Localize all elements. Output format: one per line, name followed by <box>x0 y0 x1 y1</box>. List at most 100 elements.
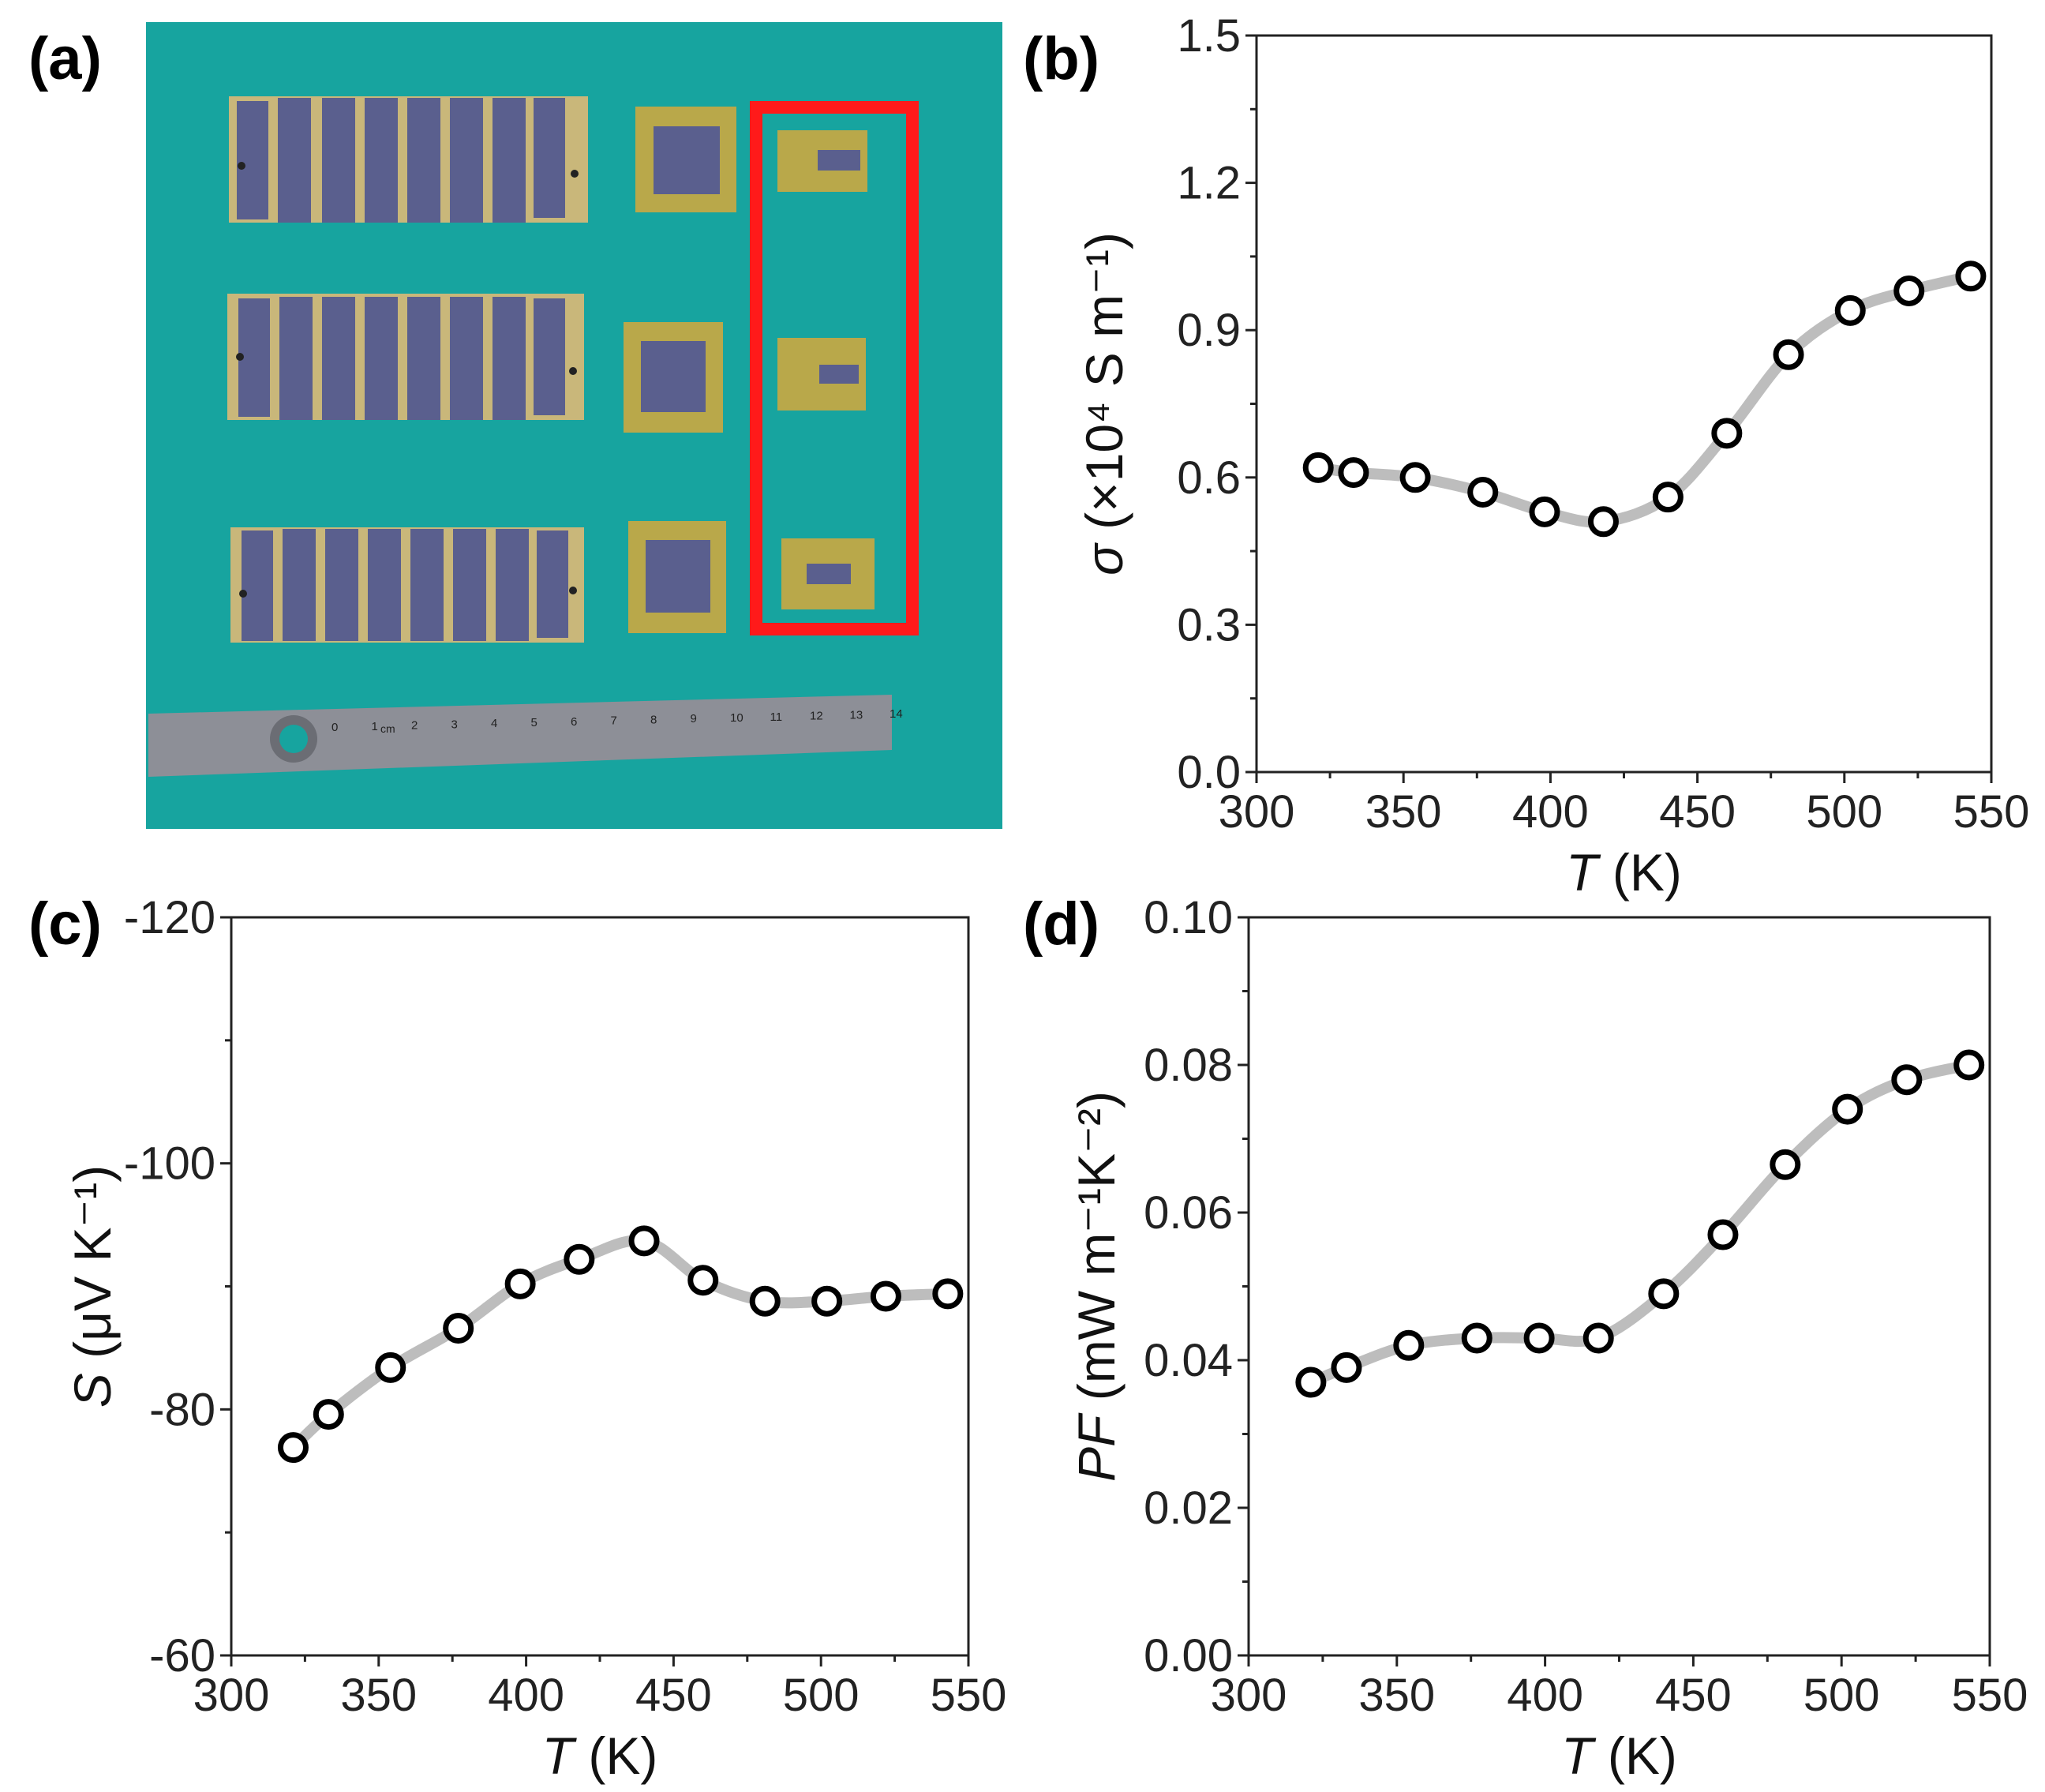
data-point <box>313 1399 344 1430</box>
y-tick-label: 1.2 <box>1177 158 1241 209</box>
x-tick-label: 500 <box>1806 786 1882 838</box>
y-tick-label: 1.5 <box>1177 10 1241 62</box>
data-point <box>375 1351 406 1383</box>
y-tick-label: 0.08 <box>1144 1040 1233 1091</box>
ruler-number: 11 <box>770 710 783 724</box>
ruler-number: 7 <box>611 714 617 728</box>
data-point <box>1523 1322 1555 1354</box>
strip-array-top <box>229 96 588 223</box>
data-point <box>1773 339 1804 370</box>
data-point <box>1529 496 1560 527</box>
data-point <box>1832 1093 1863 1125</box>
data-point <box>1711 418 1743 449</box>
data-point <box>277 1432 309 1464</box>
y-axis-symbol: σ <box>1075 542 1133 575</box>
plot-frame <box>1255 34 1993 774</box>
data-point <box>811 1285 843 1317</box>
y-tick-label: 0.3 <box>1177 599 1241 650</box>
data-point <box>870 1280 901 1312</box>
ruler-number: 9 <box>691 712 697 725</box>
strip-array-bottom <box>230 527 584 643</box>
x-tick-label: 300 <box>1211 1670 1287 1721</box>
data-point <box>1893 275 1925 306</box>
square-sample-bottom <box>628 521 726 633</box>
trend-line <box>287 1235 953 1453</box>
data-point <box>1399 462 1431 493</box>
y-axis-title: σ (×10⁴ S m⁻¹) <box>1075 232 1133 575</box>
x-tick-label: 500 <box>783 1670 860 1721</box>
y-tick-label: -60 <box>149 1630 215 1681</box>
y-tick-label: 0.0 <box>1177 747 1241 798</box>
data-point <box>687 1265 719 1296</box>
y-axis-title: PF (mW m⁻¹K⁻²) <box>1067 1091 1125 1482</box>
data-point <box>1770 1149 1801 1180</box>
data-point <box>1587 506 1619 538</box>
chart-panel-c: 300 350 400 450 500 550 -60 -80 -100 -120 T (K) S (… <box>63 892 1006 1785</box>
y-axis-symbol: S <box>63 1373 122 1408</box>
ruler: 0 1 2 3 4 5 6 7 8 9 10 11 12 13 14 cm <box>148 695 903 777</box>
data-point <box>1582 1322 1614 1354</box>
square-sample-top <box>635 107 736 212</box>
y-tick-label: 0.04 <box>1144 1335 1233 1386</box>
data-point <box>749 1285 781 1317</box>
y-tick-label: -100 <box>124 1138 215 1190</box>
ruler-number: 4 <box>491 717 497 730</box>
plot-frame <box>1247 916 1991 1657</box>
strip-array-middle <box>227 294 584 420</box>
x-tick-label: 350 <box>1365 786 1442 838</box>
x-tick-label: 450 <box>635 1670 712 1721</box>
ruler-number: 12 <box>810 710 823 723</box>
x-axis-unit: (K) <box>1594 1726 1677 1785</box>
sample-photo: 0 1 2 3 4 5 6 7 8 9 10 11 12 13 14 cm <box>146 22 1002 829</box>
x-tick-label: 300 <box>1219 786 1295 838</box>
x-tick-label: 350 <box>340 1670 417 1721</box>
y-tick-label: 0.6 <box>1177 452 1241 504</box>
data-point <box>443 1312 474 1344</box>
data-point <box>1707 1219 1739 1250</box>
y-tick-label: 0.9 <box>1177 305 1241 356</box>
data-point <box>1834 294 1866 326</box>
x-tick-label: 550 <box>931 1670 1007 1721</box>
x-axis-title: T (K) <box>1561 1726 1677 1785</box>
ruler-number: 0 <box>331 721 338 734</box>
x-tick-label: 550 <box>1952 1670 2028 1721</box>
x-tick-label: 300 <box>193 1670 270 1721</box>
square-sample-middle <box>624 322 723 433</box>
x-tick-label: 500 <box>1803 1670 1880 1721</box>
ruler-number: 2 <box>411 719 418 733</box>
data-point <box>504 1268 536 1299</box>
x-tick-label: 400 <box>488 1670 564 1721</box>
data-point <box>1331 1351 1362 1383</box>
x-axis-title: T (K) <box>1566 843 1682 902</box>
data-point <box>628 1225 660 1257</box>
y-tick-label: 0.06 <box>1144 1187 1233 1239</box>
ruler-number: 8 <box>650 713 657 726</box>
y-axis-title: S (μV K⁻¹) <box>63 1165 122 1408</box>
y-axis-unit: (×10⁴ S m⁻¹) <box>1075 232 1133 544</box>
y-axis-unit: (μV K⁻¹) <box>63 1165 122 1374</box>
x-tick-label: 400 <box>1507 1670 1583 1721</box>
data-point <box>1295 1366 1327 1398</box>
y-axis-symbol: PF <box>1067 1412 1125 1482</box>
data-point <box>1302 452 1334 483</box>
ruler-number: 10 <box>730 711 743 725</box>
data-point <box>1393 1329 1425 1361</box>
y-tick-label: -120 <box>124 892 215 943</box>
panel-label-b: (b) <box>1023 25 1099 92</box>
x-tick-label: 450 <box>1655 1670 1732 1721</box>
x-tick-label: 350 <box>1358 1670 1435 1721</box>
y-tick-label: 0.00 <box>1144 1630 1233 1681</box>
ruler-number: 6 <box>571 715 577 729</box>
x-axis-title: T (K) <box>542 1726 658 1785</box>
ruler-cm-label: cm <box>380 722 395 735</box>
data-point <box>1338 457 1369 489</box>
data-point <box>1648 1278 1680 1310</box>
data-point <box>1652 482 1684 513</box>
ruler-number: 3 <box>451 718 458 731</box>
data-point <box>1461 1322 1493 1354</box>
chart-panel-b: 300 350 400 450 500 550 0.0 0.3 0.6 0.9 1.2 1.5 T (K… <box>1075 10 2029 902</box>
x-axis-symbol: T <box>542 1726 578 1785</box>
panel-label-d: (d) <box>1023 890 1099 958</box>
y-axis-unit: (mW m⁻¹K⁻²) <box>1067 1091 1125 1415</box>
ruler-number: 1 <box>372 720 378 733</box>
